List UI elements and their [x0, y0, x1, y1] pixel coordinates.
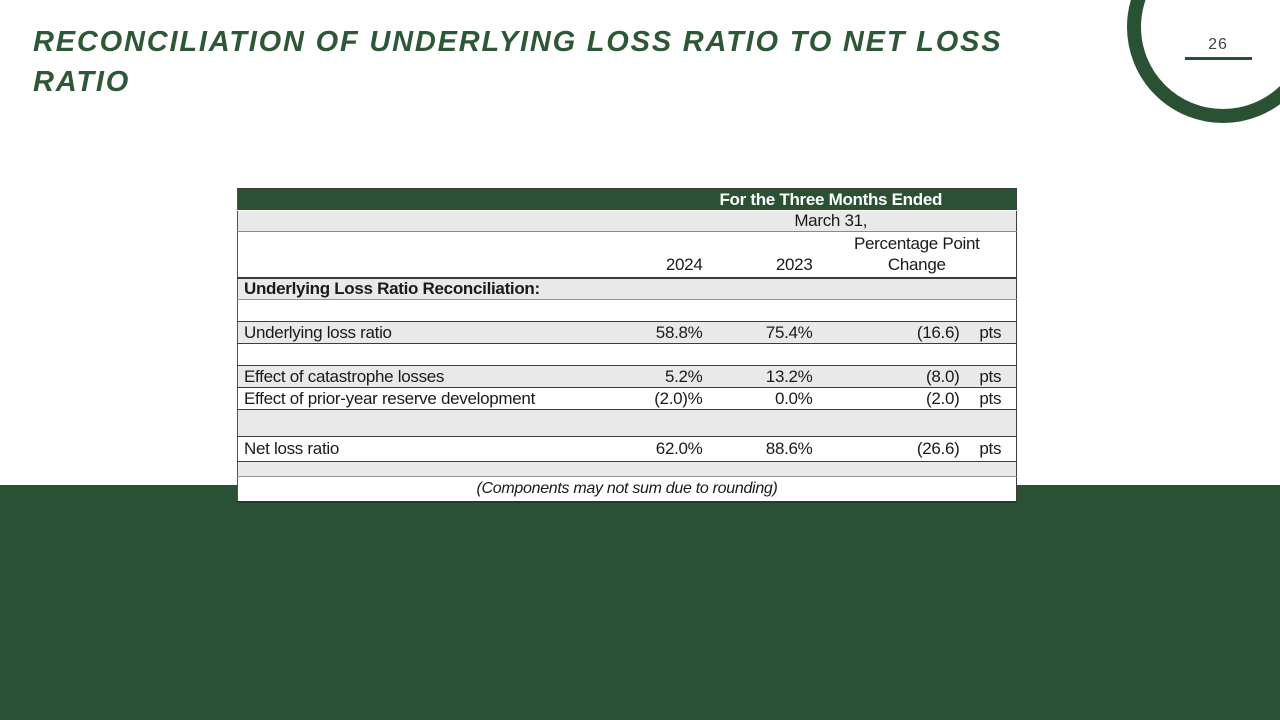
page-number: 26 — [1208, 36, 1228, 53]
loss-ratio-reconciliation-table: For the Three Months Ended March 31, 202… — [237, 188, 1018, 503]
row-label: Effect of catastrophe losses — [237, 365, 646, 388]
period-header-spacer — [237, 188, 646, 211]
period-header-row: For the Three Months Ended — [237, 188, 1017, 211]
slide-title-line2: RATIO — [33, 66, 131, 98]
spacer-row — [237, 299, 1017, 322]
column-header-2024: 2024 — [645, 231, 708, 279]
value-2024: 58.8% — [645, 321, 708, 344]
value-unit: pts — [964, 387, 1017, 410]
table-row-prior-year-reserve: Effect of prior-year reserve development… — [237, 387, 1017, 410]
date-subheader-row: March 31, — [237, 210, 1017, 232]
table-row-catastrophe-losses: Effect of catastrophe losses 5.2% 13.2% … — [237, 365, 1017, 388]
row-label: Effect of prior-year reserve development — [237, 387, 646, 410]
column-header-change-line1: Percentage Point — [853, 233, 980, 253]
table-row-underlying-loss-ratio: Underlying loss ratio 58.8% 75.4% (16.6)… — [237, 321, 1017, 344]
spacer-row — [237, 461, 1017, 477]
value-unit: pts — [964, 321, 1017, 344]
column-header-change: Percentage Point Change — [817, 231, 1017, 279]
spacer-row — [237, 409, 1017, 437]
value-2024: 5.2% — [645, 365, 708, 388]
row-label: Underlying loss ratio — [237, 321, 646, 344]
spacer-cell — [237, 461, 1017, 477]
value-unit: pts — [964, 436, 1017, 462]
column-header-row: 2024 2023 Percentage Point Change — [237, 231, 1017, 279]
table-row-net-loss-ratio: Net loss ratio 62.0% 88.6% (26.6) pts — [237, 436, 1017, 462]
period-header-cell: For the Three Months Ended — [645, 188, 1017, 211]
value-2023: 13.2% — [707, 365, 818, 388]
bottom-green-band — [0, 485, 1280, 720]
rounding-footnote: (Components may not sum due to rounding) — [237, 476, 1017, 502]
date-subheader-spacer — [237, 210, 646, 232]
value-change: (26.6) — [817, 436, 965, 462]
column-header-2023: 2023 — [707, 231, 818, 279]
section-header-row: Underlying Loss Ratio Reconciliation: — [237, 277, 1017, 300]
value-2023: 75.4% — [707, 321, 818, 344]
value-change: (2.0) — [817, 387, 965, 410]
value-unit: pts — [964, 365, 1017, 388]
slide-title: RECONCILIATION OF UNDERLYING LOSS RATIO … — [33, 22, 1093, 102]
spacer-row — [237, 343, 1017, 366]
column-header-spacer — [237, 231, 646, 279]
slide-title-line1: RECONCILIATION OF UNDERLYING LOSS RATIO … — [33, 26, 1003, 58]
footnote-row: (Components may not sum due to rounding) — [237, 476, 1017, 502]
spacer-cell — [237, 299, 1017, 322]
value-2024: 62.0% — [645, 436, 708, 462]
page-number-underline — [1185, 57, 1252, 60]
value-2024: (2.0)% — [645, 387, 708, 410]
column-header-change-line2: Change — [887, 254, 946, 274]
date-subheader-cell: March 31, — [645, 210, 1017, 232]
page-number-ring-decoration — [1127, 0, 1280, 123]
row-label: Net loss ratio — [237, 436, 646, 462]
value-change: (16.6) — [817, 321, 965, 344]
spacer-cell — [237, 343, 1017, 366]
value-change: (8.0) — [817, 365, 965, 388]
value-2023: 88.6% — [707, 436, 818, 462]
section-header-cell: Underlying Loss Ratio Reconciliation: — [237, 277, 1017, 300]
spacer-cell — [237, 409, 1017, 437]
value-2023: 0.0% — [707, 387, 818, 410]
